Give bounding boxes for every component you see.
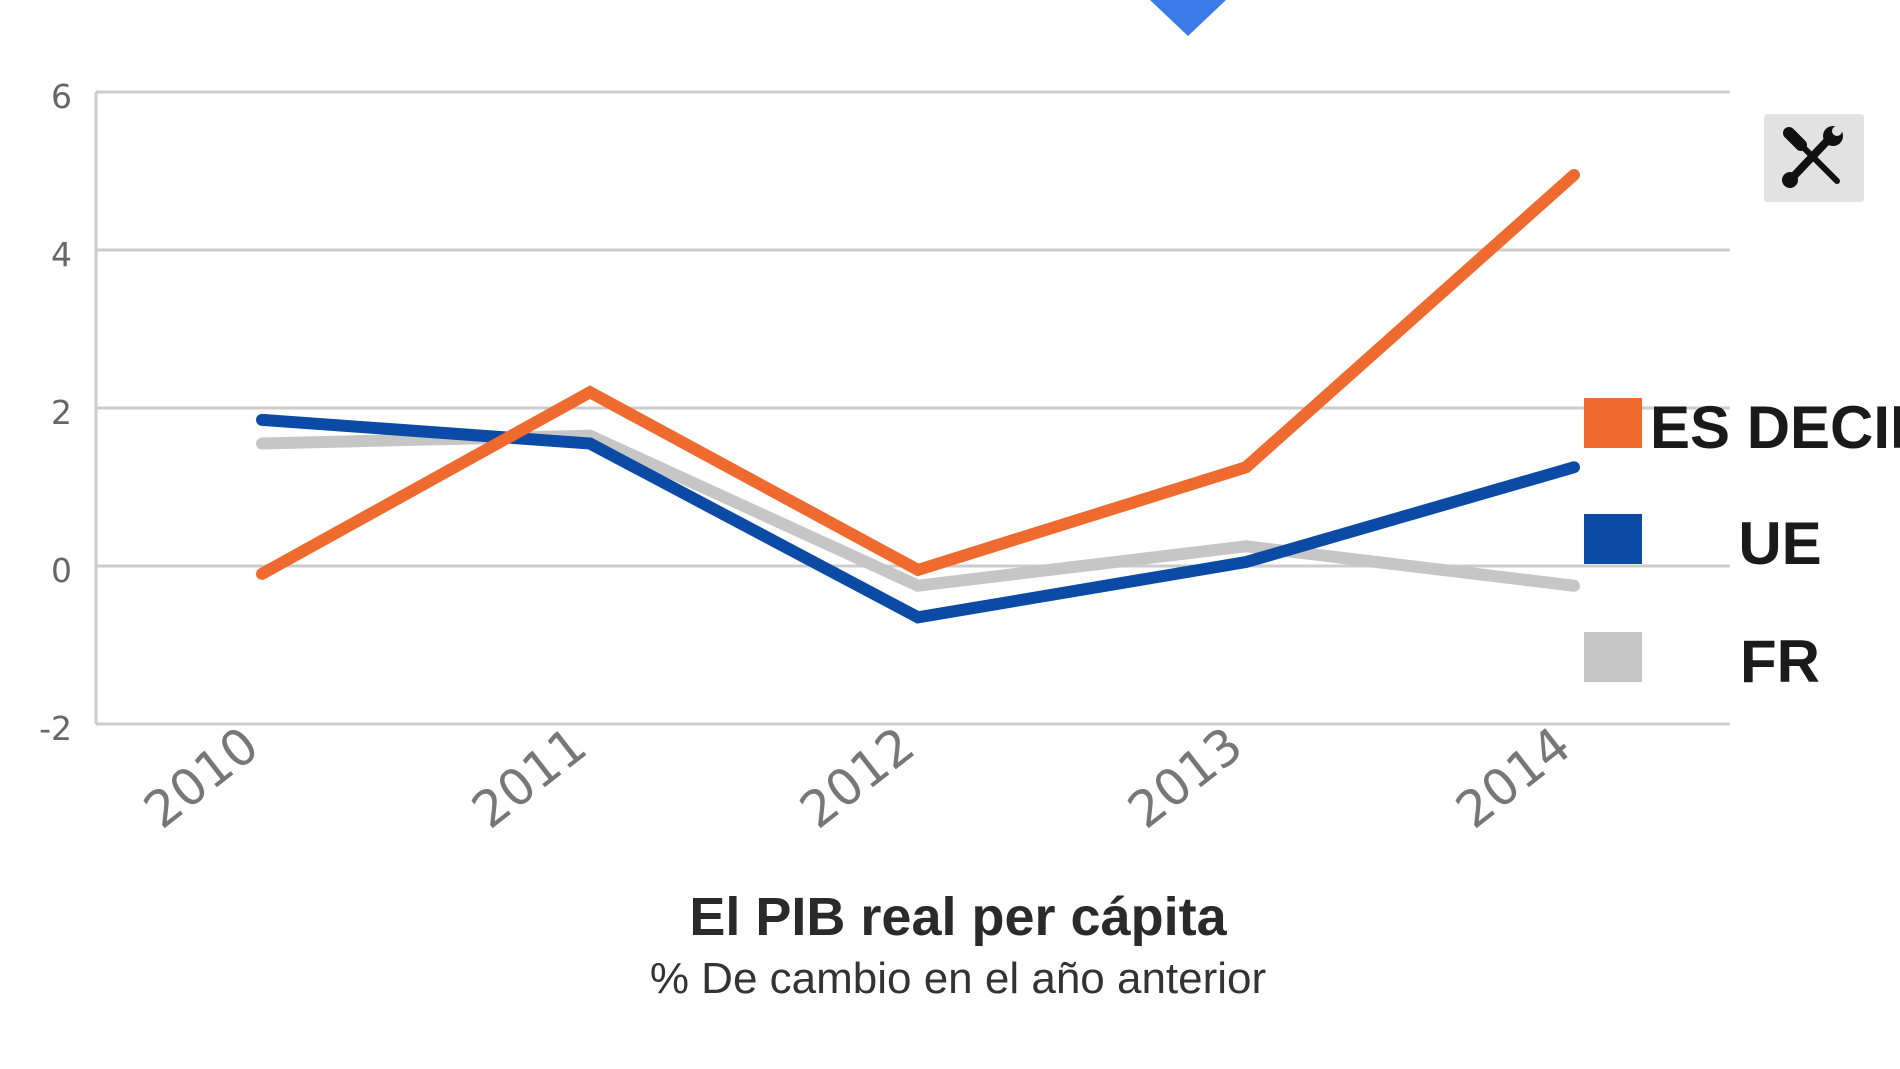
y-tick-label: -2 <box>39 709 72 748</box>
y-axis: 6 4 2 0 -2 <box>39 77 72 748</box>
x-axis: 2010 2011 2012 2013 2014 <box>133 716 1581 840</box>
x-tick-label: 2013 <box>1117 716 1253 840</box>
chart-subtitle: % De cambio en el año anterior <box>650 954 1266 1003</box>
wrench-screwdriver-icon <box>1782 126 1843 188</box>
series-line-ue <box>256 413 1580 624</box>
chart-title: El PIB real per cápita <box>689 887 1227 947</box>
y-tick-label: 0 <box>51 551 72 590</box>
x-tick-label: 2011 <box>461 716 597 840</box>
series-line-es <box>256 168 1580 580</box>
grid-layer <box>94 90 1730 726</box>
series-layer <box>256 168 1580 624</box>
accent-marker-icon <box>1150 0 1226 36</box>
x-tick-label: 2012 <box>789 716 925 840</box>
legend-swatch-fr <box>1584 632 1642 682</box>
legend-swatch-es <box>1584 398 1642 448</box>
x-tick-label: 2010 <box>133 716 269 840</box>
x-tick-label: 2014 <box>1445 716 1581 840</box>
y-tick-label: 6 <box>51 77 72 116</box>
legend-label-es: ES DECIR <box>1650 394 1900 461</box>
legend-label-ue: UE <box>1738 510 1821 577</box>
y-tick-label: 4 <box>51 235 72 274</box>
y-tick-label: 2 <box>51 393 72 432</box>
legend: ES DECIR UE FR <box>1584 394 1900 695</box>
chart-tools-button[interactable] <box>1764 114 1864 202</box>
legend-label-fr: FR <box>1740 628 1820 695</box>
legend-swatch-ue <box>1584 514 1642 564</box>
